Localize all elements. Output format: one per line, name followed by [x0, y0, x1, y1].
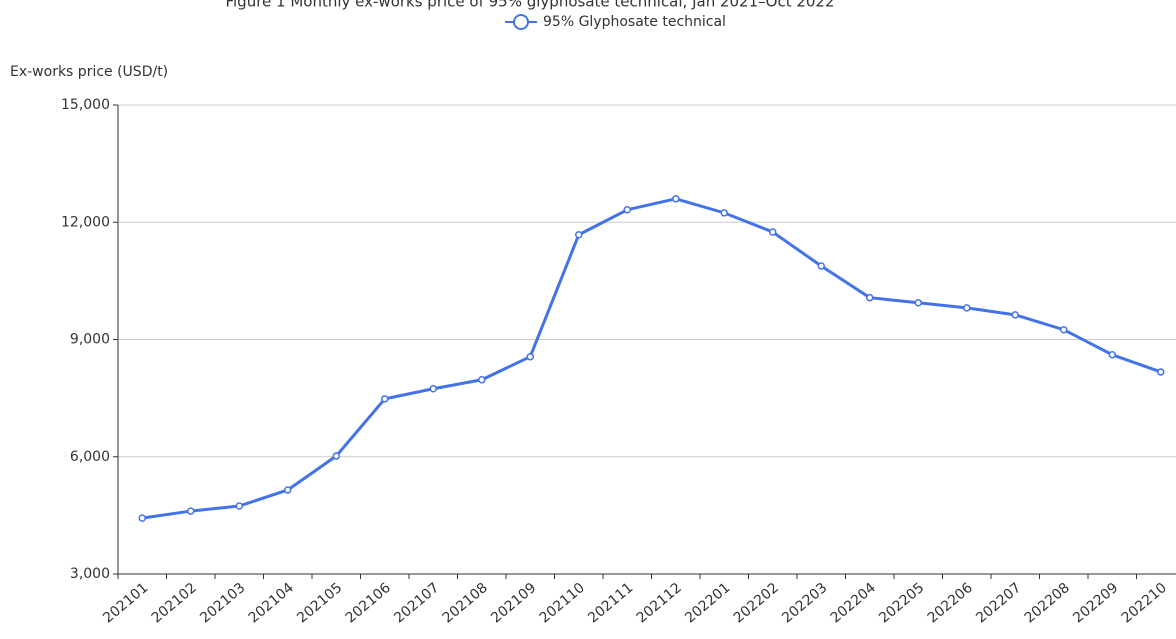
x-tick-label: 202109: [488, 580, 539, 627]
data-point: [720, 209, 728, 217]
data-point: [526, 352, 534, 361]
legend-marker: [513, 14, 529, 30]
legend-label: 95% Glyphosate technical: [543, 14, 726, 30]
x-tick-label: 202101: [100, 580, 151, 627]
x-tick-label: 202111: [585, 580, 636, 627]
data-point: [914, 299, 922, 307]
series-line: [142, 197, 1162, 520]
data-point: [381, 395, 389, 403]
y-tick-label: 6,000: [70, 449, 110, 465]
y-axis-title: Ex-works price (USD/t): [10, 64, 168, 80]
data-point: [284, 486, 292, 494]
data-point: [1108, 350, 1116, 359]
x-tick-label: 202112: [634, 580, 685, 627]
x-tick-label: 202108: [440, 580, 491, 627]
x-tick-label: 202205: [876, 580, 927, 627]
data-point: [769, 228, 777, 236]
data-point: [672, 195, 680, 203]
x-tick-label: 202110: [537, 580, 588, 627]
y-tick-label: 3,000: [70, 566, 110, 582]
y-tick-label: 15,000: [61, 97, 110, 113]
x-tick-label: 202204: [828, 580, 879, 627]
data-point: [866, 293, 874, 302]
x-tick-label: 202203: [779, 580, 830, 627]
chart-title: Figure 1 Monthly ex-works price of 95% g…: [225, 0, 834, 11]
data-point: [235, 502, 243, 510]
data-point: [478, 376, 486, 384]
data-point: [429, 384, 437, 393]
data-point: [187, 507, 195, 515]
x-tick-label: 202105: [294, 580, 345, 627]
data-point: [138, 514, 146, 522]
x-tick-label: 202208: [1022, 580, 1073, 627]
data-point: [817, 262, 825, 270]
x-tick-label: 202106: [343, 580, 394, 627]
data-point: [1011, 311, 1019, 319]
data-point: [575, 231, 583, 239]
x-tick-label: 202206: [925, 580, 976, 627]
data-point: [332, 452, 340, 460]
x-tick-label: 202209: [1070, 580, 1121, 627]
x-tick-label: 202201: [682, 580, 733, 627]
data-point: [1060, 325, 1068, 334]
data-point: [963, 304, 971, 312]
x-tick-label: 202202: [731, 580, 782, 627]
x-tick-label: 202210: [1119, 580, 1170, 627]
x-tick-label: 202103: [197, 580, 248, 627]
data-point: [1157, 368, 1165, 376]
x-tick-label: 202107: [391, 580, 442, 627]
x-tick-label: 202207: [973, 580, 1024, 627]
x-tick-label: 202102: [149, 580, 200, 627]
data-point: [623, 205, 631, 214]
y-tick-label: 9,000: [70, 332, 110, 348]
y-tick-label: 12,000: [61, 214, 110, 230]
x-tick-label: 202104: [246, 580, 297, 627]
